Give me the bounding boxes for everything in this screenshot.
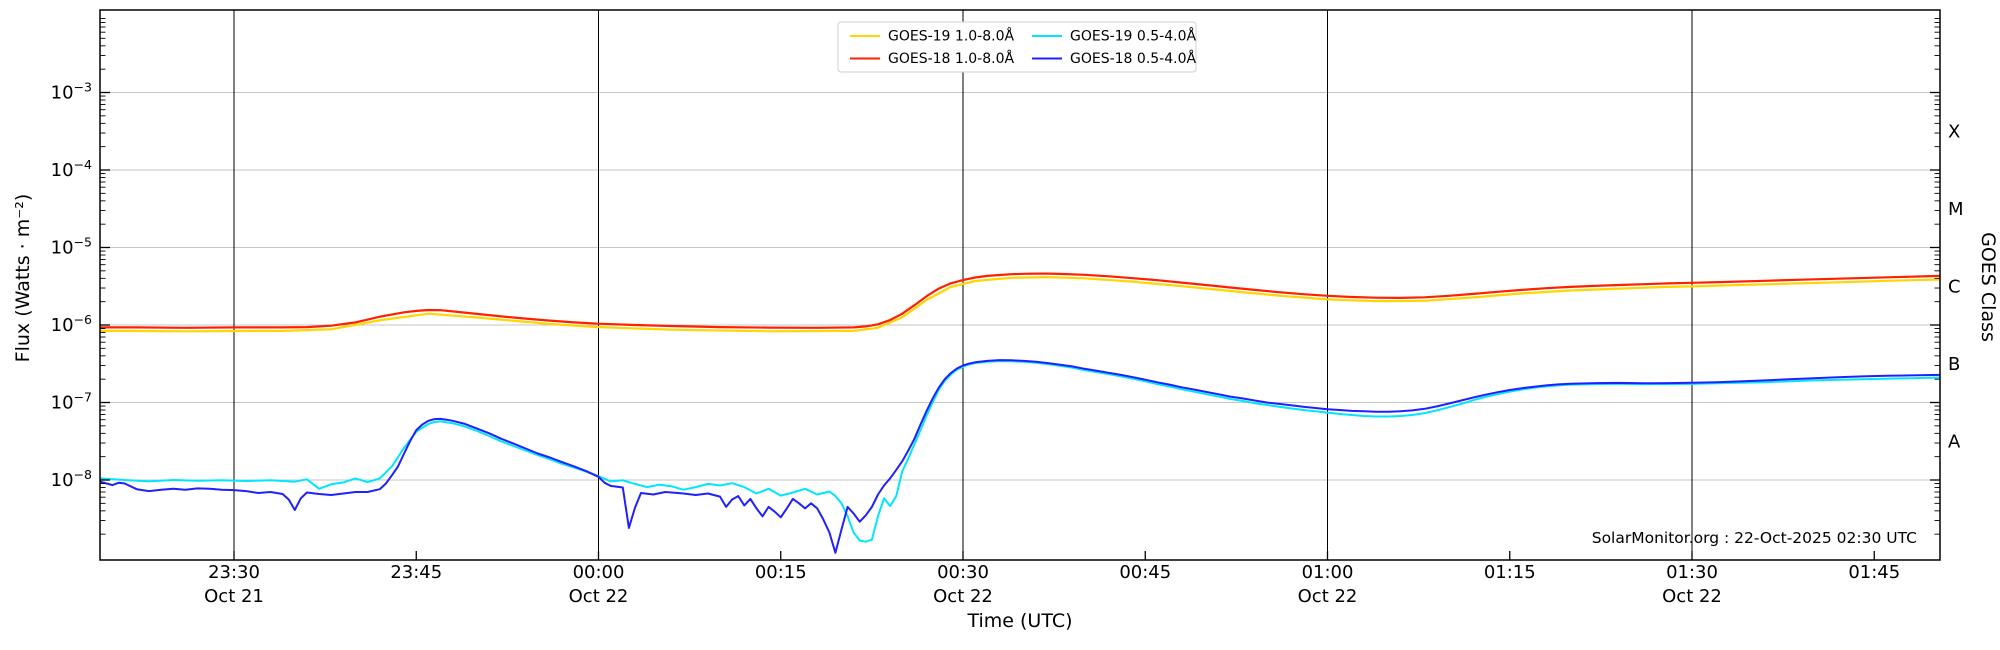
x-tick-label-00-15: 00:15 xyxy=(755,562,807,583)
legend-label-goes-19-0-5-4-0: GOES-19 0.5-4.0Å xyxy=(1070,28,1196,45)
y-tick-label-1e-6: 10−6 xyxy=(51,312,92,336)
x-tick-label-00-30: 00:30 xyxy=(937,562,989,583)
y-tick-label-1e-4: 10−4 xyxy=(51,157,92,181)
series-group xyxy=(100,272,1940,554)
x-tick-label-01-00: 01:00 xyxy=(1302,562,1354,583)
plot-frame xyxy=(99,9,1941,561)
y-axis-title: Flux (Watts · m⁻²) xyxy=(12,193,34,363)
legend-label-goes-18-1-0-8-0: GOES-18 1.0-8.0Å xyxy=(888,50,1014,67)
y-tick-label-1e-8: 10−8 xyxy=(51,467,92,491)
goes-class-label-m: M xyxy=(1948,199,1964,220)
x-axis-title: Time (UTC) xyxy=(967,610,1073,632)
series-goes-18-1-0-8-0 xyxy=(100,272,1940,329)
x-tick-label-01-15: 01:15 xyxy=(1484,562,1536,583)
legend-label-goes-19-1-0-8-0: GOES-19 1.0-8.0Å xyxy=(888,28,1014,45)
y-tick-label-1e-3: 10−3 xyxy=(51,80,92,104)
goes-class-label-a: A xyxy=(1948,431,1961,452)
goes-class-label-b: B xyxy=(1948,354,1960,375)
legend-box xyxy=(837,21,1197,73)
goes-class-label-x: X xyxy=(1948,121,1960,142)
x-date-label-oct-22: Oct 22 xyxy=(569,586,629,607)
x-date-label-oct-22: Oct 22 xyxy=(933,586,993,607)
x-tick-label-00-45: 00:45 xyxy=(1119,562,1171,583)
x-date-label-oct-22: Oct 22 xyxy=(1662,586,1722,607)
series-goes-18-0-5-4-0 xyxy=(100,359,1940,554)
series-goes-19-0-5-4-0 xyxy=(100,360,1940,543)
legend-label-goes-18-0-5-4-0: GOES-18 0.5-4.0Å xyxy=(1070,50,1196,67)
y-tick-label-1e-7: 10−7 xyxy=(51,390,92,414)
series-goes-19-1-0-8-0 xyxy=(100,276,1940,333)
goes-class-label-c: C xyxy=(1948,276,1961,297)
x-tick-label-01-45: 01:45 xyxy=(1848,562,1900,583)
right-axis-title: GOES Class xyxy=(1977,232,1999,342)
x-tick-label-23-30: 23:30 xyxy=(208,562,260,583)
x-tick-label-23-45: 23:45 xyxy=(390,562,442,583)
watermark-text: SolarMonitor.org : 22-Oct-2025 02:30 UTC xyxy=(1591,529,1917,547)
x-date-label-oct-21: Oct 21 xyxy=(204,586,264,607)
x-tick-label-00-00: 00:00 xyxy=(573,562,625,583)
x-tick-label-01-30: 01:30 xyxy=(1666,562,1718,583)
y-tick-label-1e-5: 10−5 xyxy=(51,235,92,259)
x-date-label-oct-22: Oct 22 xyxy=(1298,586,1358,607)
